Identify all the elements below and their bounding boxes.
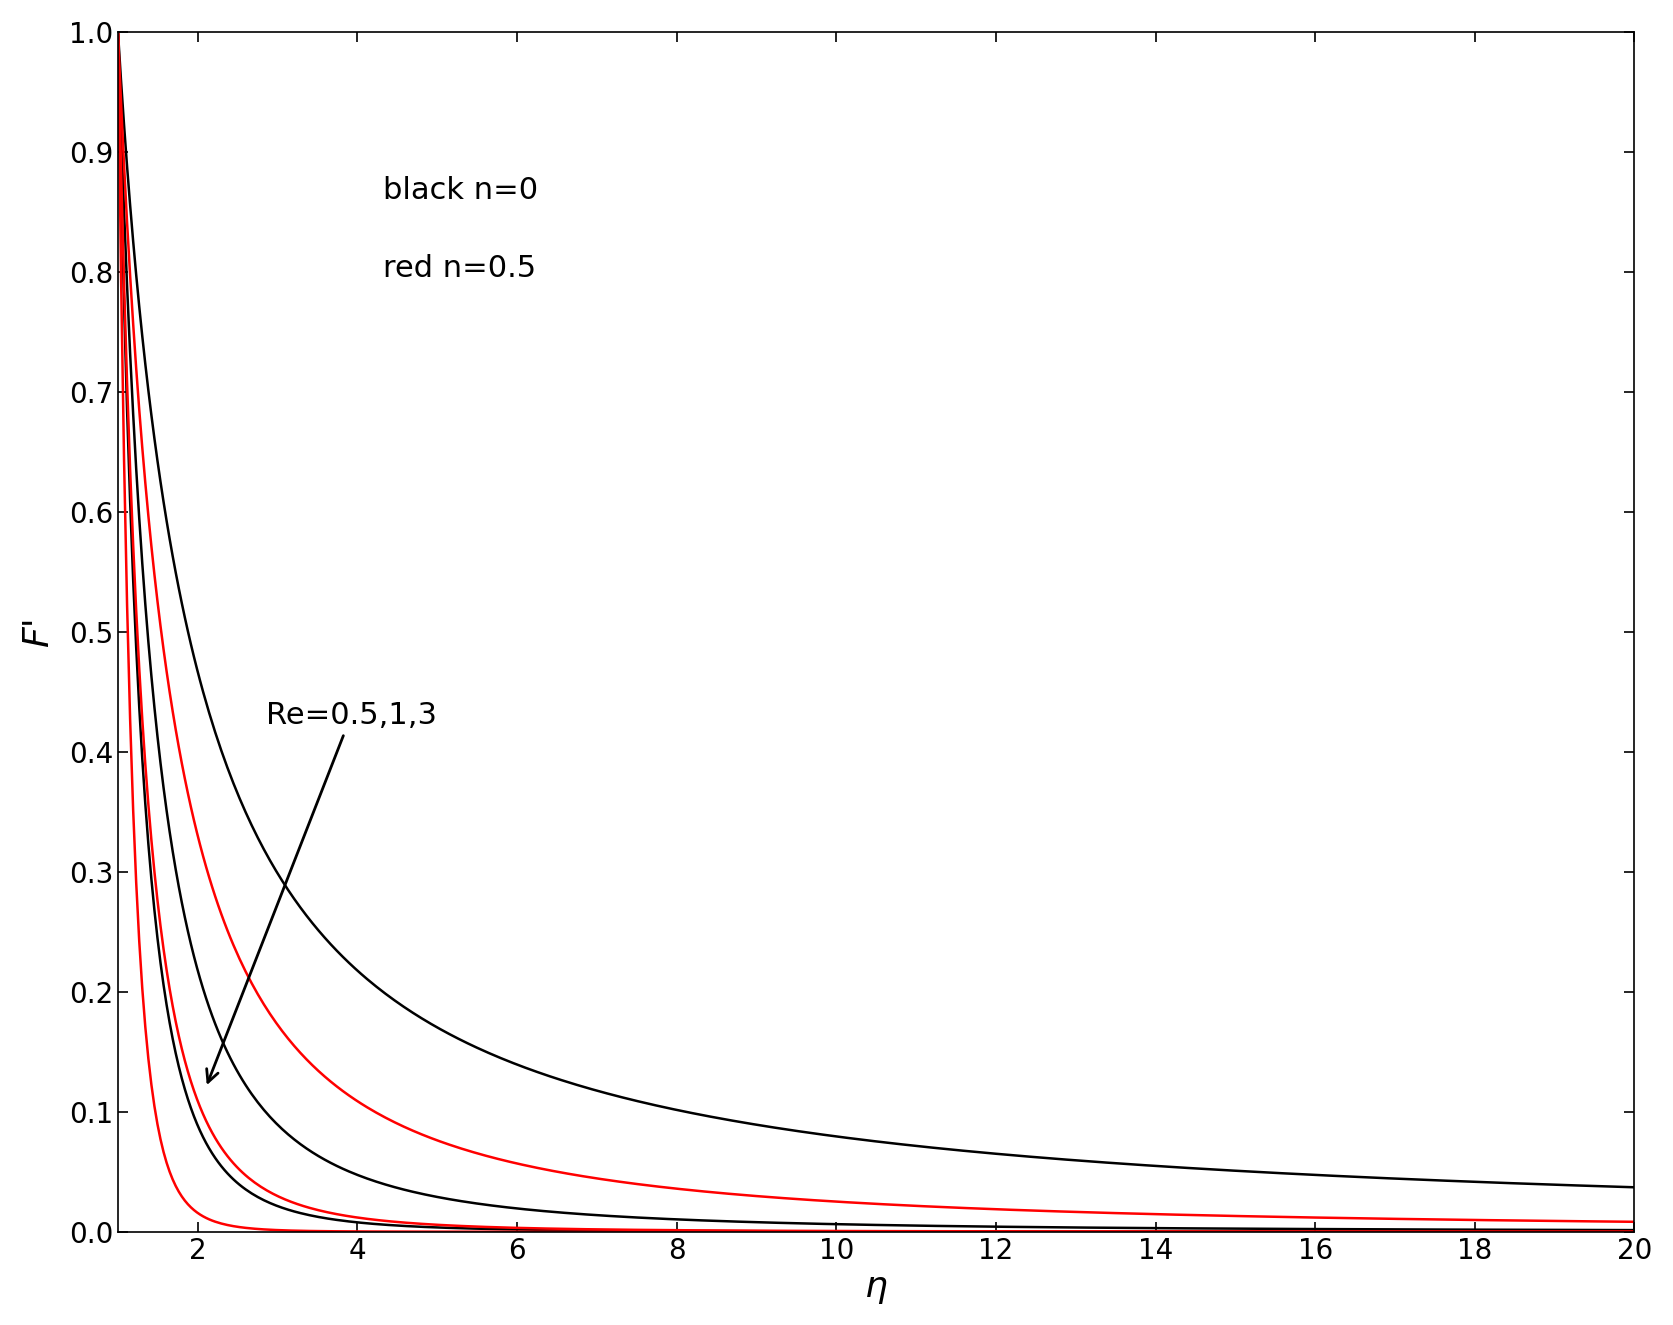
Y-axis label: F': F' [20, 616, 55, 647]
Text: Re=0.5,1,3: Re=0.5,1,3 [207, 701, 437, 1083]
X-axis label: η: η [865, 1271, 888, 1304]
Text: black n=0: black n=0 [383, 176, 539, 205]
Text: red n=0.5: red n=0.5 [383, 254, 537, 282]
